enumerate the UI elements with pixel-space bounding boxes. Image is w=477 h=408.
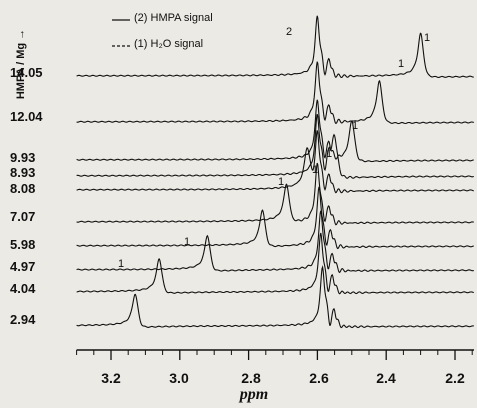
legend-entry-hmpa: (2) HMPA signal <box>134 12 213 24</box>
y-axis-label: HMPA / Mg → <box>15 29 27 99</box>
peak-label-h2o-14-05: 1 <box>424 32 431 44</box>
series-label-9-93: 9.93 <box>10 150 36 165</box>
spectrum-trace-2-94 <box>76 264 474 329</box>
spectrum-trace-9-93 <box>76 99 474 163</box>
series-label-7-07: 7.07 <box>10 209 36 224</box>
peak-label-h2o-4-97: 1 <box>184 236 191 248</box>
peak-label-hmpa: 2 <box>286 26 293 38</box>
spectrum-trace-5-98 <box>76 186 474 250</box>
spectrum-trace-12-04 <box>76 61 474 125</box>
spectrum-trace-4-97 <box>76 210 474 274</box>
spectrum-trace-7-07 <box>76 162 474 226</box>
spectrum-trace-8-08 <box>76 130 474 194</box>
peak-label-h2o-8-93: 1 <box>326 148 333 160</box>
series-label-5-98: 5.98 <box>10 237 36 252</box>
x-tick-label: 3.2 <box>101 370 121 386</box>
peak-label-h2o-8-08: 1 <box>312 164 319 176</box>
peak-label-h2o-12-04: 1 <box>398 58 405 70</box>
x-tick-label: 2.2 <box>445 370 465 386</box>
spectrum-trace-8-93 <box>76 114 474 179</box>
series-label-2-94: 2.94 <box>10 312 36 327</box>
x-tick-label: 3.0 <box>169 370 189 386</box>
spectrum-trace-4-04 <box>76 232 474 295</box>
peak-label-h2o-9-93: 1 <box>352 120 359 132</box>
series-label-14-05: 14.05 <box>10 65 43 80</box>
spectrum-trace-14-05 <box>76 15 474 79</box>
up-arrow-icon: → <box>15 28 28 40</box>
series-label-8-93: 8.93 <box>10 165 36 180</box>
x-tick-label: 2.6 <box>309 370 329 386</box>
peak-label-h2o-7-07: 1 <box>278 176 285 188</box>
series-label-4-04: 4.04 <box>10 281 36 296</box>
legend-entry-h2o: (1) H₂O signal <box>134 38 204 50</box>
series-label-4-97: 4.97 <box>10 259 36 274</box>
series-label-12-04: 12.04 <box>10 109 43 124</box>
peak-label-h2o-2-94: 1 <box>118 258 125 270</box>
x-axis-label: ppm <box>239 386 269 403</box>
x-tick-label: 2.4 <box>376 370 396 386</box>
series-label-8-08: 8.08 <box>10 181 36 196</box>
x-tick-label: 2.8 <box>241 370 261 386</box>
